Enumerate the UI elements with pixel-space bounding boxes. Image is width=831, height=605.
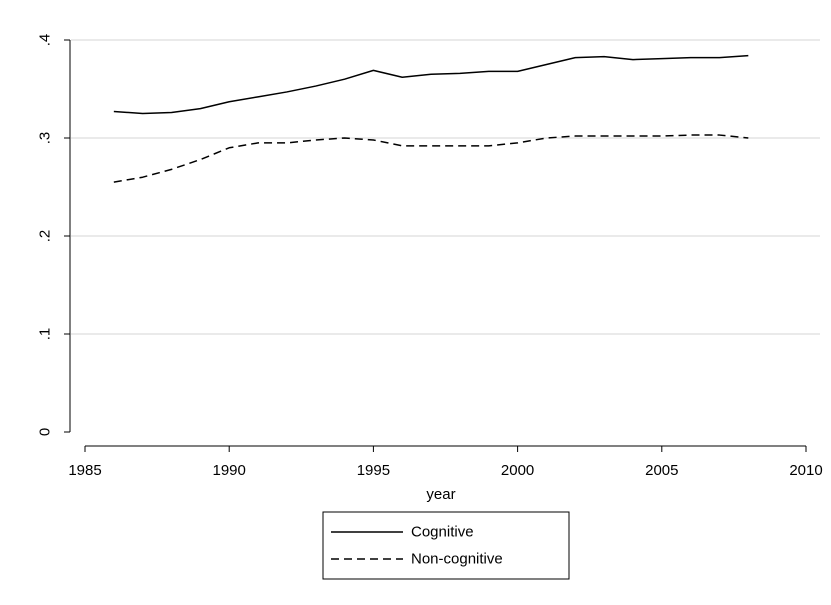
x-tick-label: 1995 (357, 462, 390, 479)
x-tick-label: 1985 (68, 462, 101, 479)
grid-lines (71, 39, 820, 335)
axes: 0 .1 .2 .3 .4 1985 1990 1995 2000 2005 2010 (37, 34, 823, 479)
x-tick-label: 1990 (213, 462, 246, 479)
x-axis-title: year (426, 486, 455, 503)
legend-label: Cognitive (411, 524, 474, 541)
x-tick-label: 2000 (501, 462, 534, 479)
y-tick-label: .1 (37, 328, 54, 341)
y-tick-label: .3 (37, 132, 54, 145)
series-layer (113, 54, 749, 183)
series-line-1 (113, 54, 749, 115)
x-tick-label: 2010 (789, 462, 822, 479)
x-tick-label: 2005 (645, 462, 678, 479)
y-tick-label: .2 (37, 230, 54, 243)
legend-box (322, 511, 570, 580)
legend-label: Non-cognitive (411, 551, 503, 568)
y-tick-label: 0 (37, 428, 54, 436)
series-line-2 (113, 134, 749, 183)
y-tick-label: .4 (37, 34, 54, 47)
legend: Cognitive Non-cognitive (322, 511, 570, 580)
